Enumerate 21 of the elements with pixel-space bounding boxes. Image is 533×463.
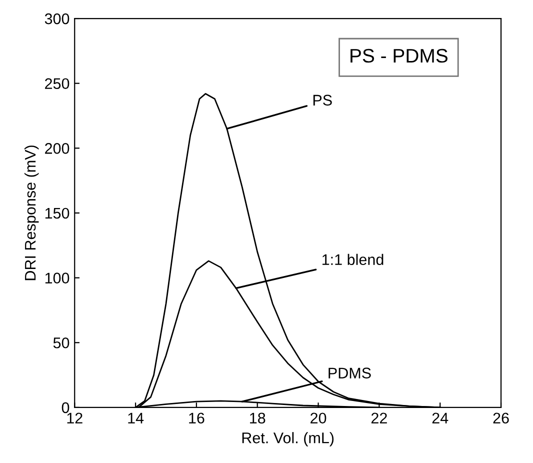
- x-tick-label: 20: [310, 412, 326, 424]
- y-tick-label: 150: [45, 208, 70, 219]
- x-tick-label: 14: [128, 412, 144, 424]
- annotation: PDMS: [328, 368, 371, 378]
- annotation: PS: [313, 94, 332, 106]
- text: PS - PDMS: [350, 48, 448, 63]
- y-axis-title: DRI Response (mV): [24, 146, 39, 280]
- y-tick-label: 0: [62, 402, 70, 414]
- y-tick-label: 300: [44, 13, 70, 24]
- y-tick-label: 250: [45, 78, 70, 90]
- x-tick-label: 22: [371, 412, 387, 424]
- y-tick-label: 100: [45, 272, 70, 284]
- annotation: 1:1 blend: [322, 254, 384, 266]
- y-tick-label: 200: [45, 143, 70, 154]
- y-tick-label: 50: [53, 337, 70, 348]
- x-tick-label: 18: [250, 412, 266, 424]
- x-tick-label: 26: [493, 412, 509, 424]
- x-tick-label: 24: [432, 412, 448, 424]
- x-axis-title: Ret. Vol. (mL): [242, 432, 334, 446]
- x-tick-label: 12: [67, 412, 82, 424]
- x-tick-label: 16: [189, 412, 204, 424]
